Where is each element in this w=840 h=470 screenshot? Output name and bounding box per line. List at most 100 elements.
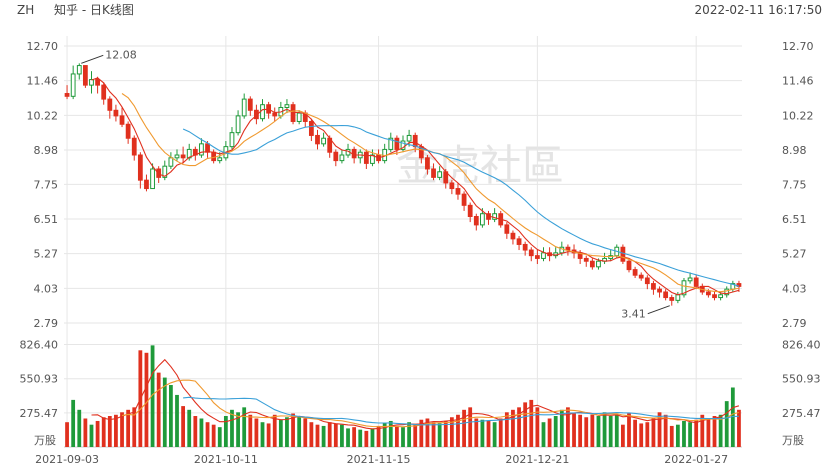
price-tick-right: 10.22: [782, 109, 814, 122]
volume-bar: [468, 407, 473, 447]
volume-bar: [443, 420, 448, 447]
volume-bar: [303, 418, 308, 447]
volume-bar: [651, 418, 656, 447]
volume-bar: [517, 407, 521, 447]
volume-bar: [156, 372, 161, 447]
price-tick-left: 10.22: [27, 109, 59, 122]
candle-body: [217, 157, 223, 162]
candle-body: [315, 134, 320, 145]
candle-body: [199, 143, 204, 156]
candle-body: [706, 291, 711, 296]
volume-bar: [248, 414, 253, 447]
candle-body: [480, 213, 485, 226]
volume-bar: [523, 402, 528, 447]
price-tick-right: 2.79: [782, 317, 807, 330]
candle-body: [82, 65, 88, 86]
volume-bar: [449, 417, 454, 447]
candle-body: [101, 84, 107, 100]
volume-bar: [144, 352, 149, 447]
candle-body: [693, 277, 699, 287]
candle-body: [718, 294, 724, 299]
candle-body: [425, 157, 430, 170]
volume-bar: [535, 407, 540, 447]
volume-bar: [498, 418, 503, 447]
volume-bar: [291, 413, 295, 447]
volume-bar: [559, 409, 564, 447]
volume-bar: [627, 413, 631, 447]
volume-bar: [553, 416, 558, 447]
candle-body: [681, 280, 687, 296]
volume-bar: [260, 422, 265, 447]
candle-body: [651, 283, 656, 290]
candle-body: [333, 151, 339, 162]
candle-body: [70, 73, 76, 97]
price-tick-left: 8.98: [34, 144, 59, 157]
volume-bar: [639, 423, 644, 447]
volume-bar: [181, 406, 186, 447]
volume-bar: [547, 418, 552, 447]
volume-bar: [114, 414, 118, 447]
volume-bar: [150, 345, 155, 447]
candle-body: [162, 165, 168, 178]
x-tick-label: 2021-11-15: [347, 453, 411, 466]
volume-unit-left: 万股: [34, 434, 56, 447]
volume-unit-right: 万股: [782, 434, 804, 447]
volume-bar: [223, 416, 228, 447]
price-tick-left: 11.46: [27, 75, 59, 88]
candle-body: [113, 109, 119, 117]
volume-bar: [712, 416, 717, 447]
volume-bar: [187, 409, 192, 447]
candle-body: [724, 288, 730, 296]
candle-body: [150, 168, 155, 190]
timestamp: 2022-02-11 16:17:50: [695, 3, 822, 17]
volume-bar: [688, 422, 692, 447]
volume-bar: [101, 417, 106, 447]
price-tick-right: 5.27: [782, 248, 807, 261]
volume-bar: [168, 385, 173, 447]
volume-bar: [175, 394, 179, 447]
volume-bar: [126, 409, 131, 447]
price-tick-right: 11.46: [782, 75, 814, 88]
volume-bar: [620, 424, 625, 447]
volume-bar: [578, 414, 583, 447]
x-tick-label: 2021-10-11: [194, 453, 258, 466]
candle-body: [290, 104, 296, 122]
volume-bar: [663, 414, 668, 447]
candle-body: [492, 213, 498, 220]
volume-bar: [694, 419, 699, 447]
volume-bar: [584, 417, 589, 447]
candle-body: [370, 154, 375, 164]
volume-bar: [700, 414, 705, 447]
candle-body: [467, 204, 473, 218]
volume-bar: [669, 425, 674, 447]
volume-bar: [541, 422, 546, 447]
candle-body: [687, 277, 693, 282]
axes: 12.70 12.70 11.46 11.46 10.22 10.22 8.98 8.98 7.…: [20, 40, 821, 466]
high-leader: [81, 54, 104, 64]
high-label: 12.08: [105, 48, 136, 61]
candle-body: [180, 154, 186, 159]
x-tick-label: 2022-01-27: [664, 453, 728, 466]
volume-bar: [437, 423, 442, 447]
volume-bar: [211, 424, 216, 447]
low-leader: [647, 305, 670, 315]
candle-body: [247, 98, 253, 111]
candle-body: [669, 297, 675, 301]
candle-body: [663, 291, 669, 299]
volume-bar: [352, 427, 357, 447]
volume-bar: [107, 416, 112, 447]
candle-body: [657, 288, 662, 293]
volume-bar: [95, 420, 100, 447]
volume-bar: [236, 412, 240, 447]
volume-bar: [230, 409, 234, 447]
volume-bar: [596, 416, 601, 447]
volume-bar: [682, 420, 686, 447]
volume-bar: [456, 414, 460, 447]
candle-body: [205, 143, 210, 153]
candle-body: [473, 216, 479, 226]
volume-bar: [376, 425, 381, 447]
volume-bar: [602, 412, 607, 447]
price-tick-left: 7.75: [34, 178, 59, 191]
candle-body: [254, 109, 259, 120]
volume-tick-right: 826.40: [782, 339, 821, 352]
